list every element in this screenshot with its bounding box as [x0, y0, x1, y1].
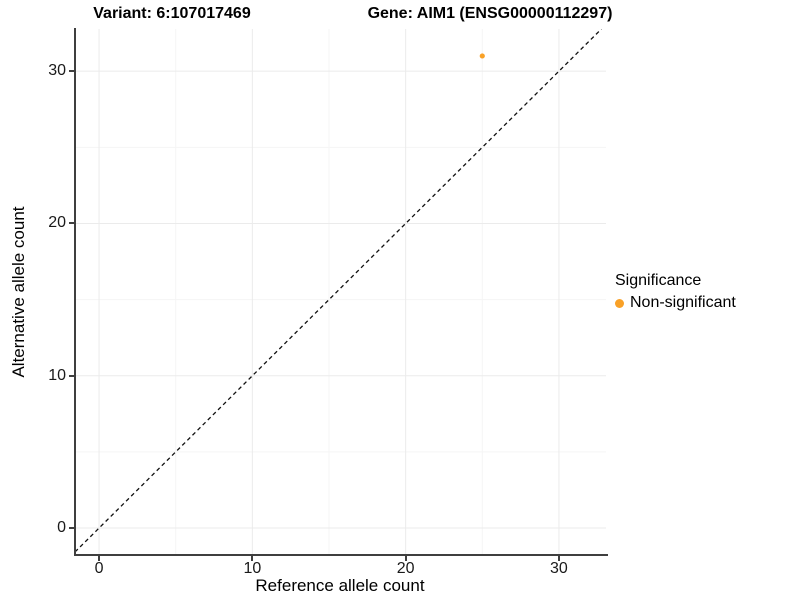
y-axis-tick	[69, 222, 74, 225]
y-tick-label: 10	[48, 366, 66, 384]
plot-panel	[75, 29, 606, 555]
plot-title-variant: Variant: 6:107017469	[93, 5, 251, 22]
data-point	[479, 53, 485, 59]
legend: Significance Non-significant	[615, 272, 736, 312]
y-axis-line	[74, 28, 76, 556]
legend-items: Non-significant	[615, 294, 736, 312]
x-axis-tick	[404, 556, 407, 561]
x-tick-label: 10	[243, 560, 262, 577]
scatter-plot	[75, 29, 606, 555]
y-axis-tick	[69, 527, 74, 530]
y-axis-tick	[69, 70, 74, 73]
identity-dashed-line	[75, 29, 602, 553]
legend-item: Non-significant	[615, 294, 736, 312]
legend-item-label: Non-significant	[630, 294, 736, 311]
y-tick-label: 0	[57, 519, 66, 537]
x-tick-label: 20	[396, 560, 415, 577]
x-tick-label: 30	[550, 560, 568, 577]
y-axis-tick	[69, 374, 74, 377]
legend-point-icon	[615, 298, 624, 308]
y-tick-label: 20	[48, 214, 66, 232]
legend-title: Significance	[615, 272, 702, 289]
y-tick-label: 30	[48, 62, 66, 80]
x-axis-title: Reference allele count	[255, 576, 425, 595]
y-axis-title: Alternative allele count	[9, 206, 28, 378]
x-tick-label: 0	[94, 560, 104, 577]
x-axis-tick	[98, 556, 101, 561]
x-axis-tick	[251, 556, 254, 561]
x-axis-line	[74, 554, 608, 556]
plot-title-gene: Gene: AIM1 (ENSG00000112297)	[367, 5, 613, 22]
x-axis-tick	[557, 556, 560, 561]
